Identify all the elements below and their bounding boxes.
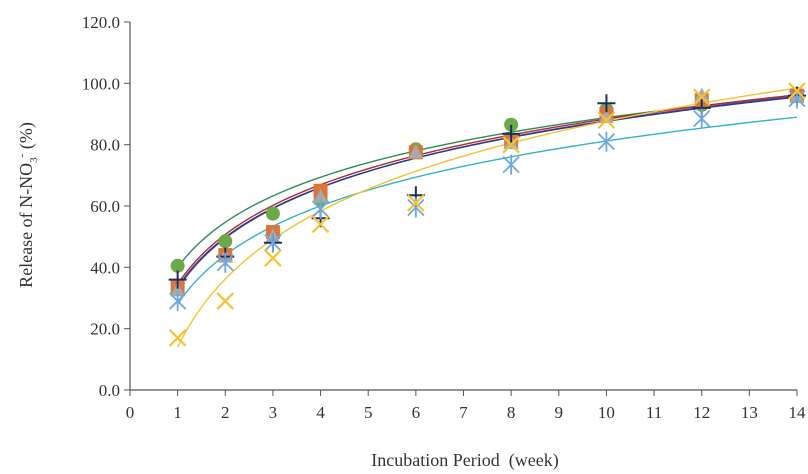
- data-point: [264, 232, 282, 253]
- trend-line: [177, 96, 798, 288]
- data-point: [504, 117, 519, 132]
- y-tick-label: 100.0: [82, 74, 120, 93]
- data-point: [693, 108, 711, 129]
- x-tick-label: 11: [646, 403, 662, 422]
- x-tick-label: 13: [741, 403, 758, 422]
- y-tick-label: 120.0: [82, 13, 120, 32]
- data-point: [597, 131, 616, 152]
- x-tick-label: 12: [693, 403, 710, 422]
- y-axis-title-suffix: (%): [16, 122, 37, 154]
- x-tick-label: 8: [507, 403, 516, 422]
- x-tick-label: 7: [459, 403, 468, 422]
- data-point: [598, 109, 614, 124]
- data-point: [168, 270, 187, 289]
- data-point: [311, 215, 330, 234]
- y-tick-label: 60.0: [90, 197, 120, 216]
- x-tick-label: 2: [221, 403, 230, 422]
- data-point: [216, 252, 234, 273]
- x-tick-label: 14: [789, 403, 807, 422]
- y-axis-title-subscript: 3: [27, 157, 40, 163]
- x-tick-label: 0: [126, 403, 135, 422]
- y-tick-label: 80.0: [90, 136, 120, 155]
- data-point: [264, 249, 282, 267]
- data-point: [597, 111, 616, 129]
- data-point: [597, 94, 616, 113]
- data-point: [694, 87, 710, 102]
- data-point: [502, 135, 520, 154]
- data-point: [788, 82, 806, 100]
- trend-line: [177, 116, 798, 305]
- data-point: [692, 88, 711, 106]
- data-point: [313, 188, 329, 203]
- data-point: [169, 291, 187, 312]
- x-tick-label: 5: [364, 403, 373, 422]
- data-point: [502, 124, 521, 143]
- data-point: [407, 194, 425, 212]
- y-axis-ticks: 0.0 20.0 40.0 60.0 80.0 100.0 120.0: [82, 13, 130, 400]
- x-axis-ticks: 0 1 2 3 4 5 6 7 8 9 10 11 12 13 14: [126, 390, 806, 422]
- data-point: [218, 234, 233, 249]
- x-tick-label: 3: [269, 403, 278, 422]
- y-tick-label: 20.0: [90, 320, 120, 339]
- data-point: [170, 258, 185, 273]
- x-tick-label: 4: [316, 403, 325, 422]
- x-axis-title: Incubation Period (week): [371, 450, 558, 471]
- x-tick-label: 9: [555, 403, 564, 422]
- data-point: [407, 197, 425, 218]
- data-points: [168, 82, 806, 347]
- y-axis-title-prefix: Release of N-NO: [16, 162, 37, 288]
- x-tick-label: 6: [412, 403, 421, 422]
- x-tick-label: 10: [598, 403, 615, 422]
- y-axis-title-wrap: Release of N-NO3- (%): [8, 20, 48, 390]
- data-point: [502, 154, 520, 175]
- data-point: [168, 329, 187, 347]
- y-axis-title: Release of N-NO3- (%): [16, 122, 40, 288]
- data-point: [216, 292, 235, 310]
- axes: [129, 22, 797, 391]
- y-axis-title-superscript: -: [16, 153, 29, 158]
- data-point: [408, 144, 424, 159]
- y-tick-label: 40.0: [90, 258, 120, 277]
- data-point: [311, 199, 330, 220]
- y-tick-label: 0.0: [99, 381, 120, 400]
- x-tick-label: 1: [173, 403, 182, 422]
- data-point: [170, 282, 186, 297]
- data-point: [265, 206, 280, 221]
